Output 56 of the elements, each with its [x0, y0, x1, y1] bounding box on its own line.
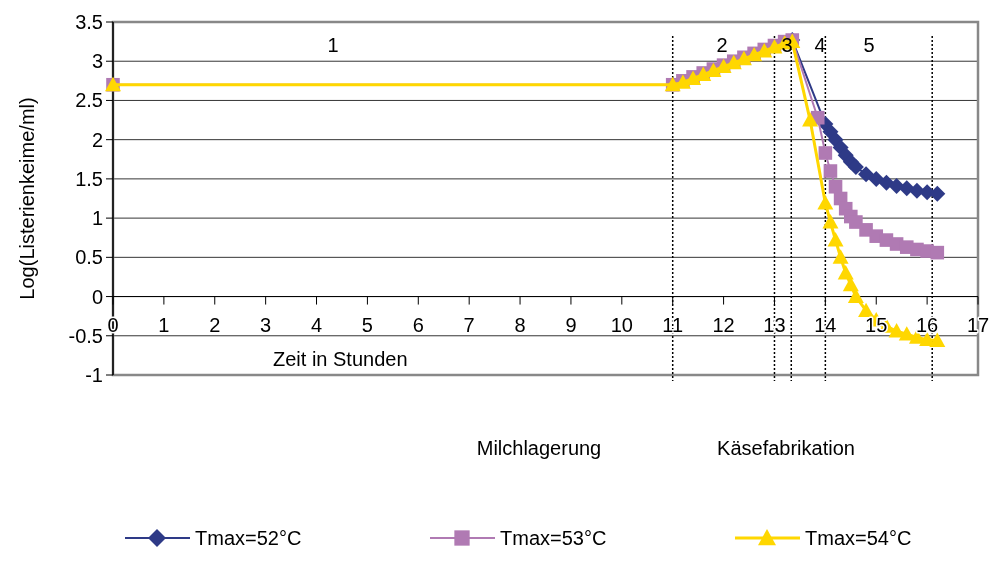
point: [837, 265, 854, 280]
annotation: 2: [716, 34, 728, 56]
y-tick-label: 0.5: [75, 246, 103, 269]
y-tick-label: -0.5: [68, 324, 103, 347]
text: Käsefabrikation: [717, 437, 855, 459]
y-tick-label: 2: [91, 128, 103, 151]
x-tick-label: 3: [260, 313, 272, 336]
point: [929, 332, 946, 347]
point: [930, 245, 945, 260]
annotation: 5: [863, 34, 875, 56]
annotation: 4: [814, 34, 826, 56]
x-tick-label: 8: [514, 313, 526, 336]
x-tick-label: 2: [209, 313, 221, 336]
x-tick-label: 1: [158, 313, 170, 336]
point: [868, 170, 885, 187]
point: [818, 146, 833, 160]
point: [822, 214, 839, 229]
x-tick-label: 9: [565, 313, 577, 336]
y-tick-label: 1.5: [75, 167, 103, 190]
y-tick-label: 0: [91, 285, 103, 308]
point: [858, 166, 875, 183]
point: [817, 195, 834, 210]
point: [878, 174, 895, 191]
x-tick-label: 16: [915, 313, 939, 336]
point: [858, 302, 875, 318]
y-tick-label: 2.5: [75, 89, 103, 112]
y-tick-label: 1: [91, 207, 103, 230]
legend-label: Tmax=53°C: [500, 527, 607, 549]
y-tick-label: 3: [91, 50, 103, 73]
text: Milchlagerung: [476, 437, 602, 459]
x-tick-label: 17: [966, 313, 990, 336]
y-tick-label: 3.5: [75, 11, 103, 33]
point: [847, 159, 864, 176]
point: [823, 164, 838, 178]
x-tick-label: 10: [610, 313, 633, 336]
point: [888, 177, 905, 194]
x-tick-label: 12: [712, 313, 735, 336]
x-tick-label: 4: [310, 313, 323, 336]
x-tick-label: 11: [662, 313, 684, 336]
point: [832, 249, 849, 264]
y-axis-title: Log(Listerienkeime/ml): [16, 97, 38, 300]
legend-label: Tmax=54°C: [805, 527, 912, 549]
x-tick-label: 7: [463, 313, 475, 336]
point: [828, 179, 843, 194]
x-tick-label: 14: [814, 313, 837, 336]
y-tick-label: -1: [85, 364, 103, 386]
x-tick-label: 13: [763, 313, 786, 336]
annotation: 1: [327, 34, 339, 56]
x-axis-title: Zeit in Stunden: [273, 347, 408, 370]
x-tick-label: 5: [361, 313, 373, 336]
point: [898, 326, 915, 341]
point: [827, 232, 844, 247]
point: [802, 112, 819, 127]
point: [929, 185, 946, 202]
legend-label: Tmax=52°C: [195, 527, 302, 549]
x-tick-label: 6: [412, 313, 424, 336]
